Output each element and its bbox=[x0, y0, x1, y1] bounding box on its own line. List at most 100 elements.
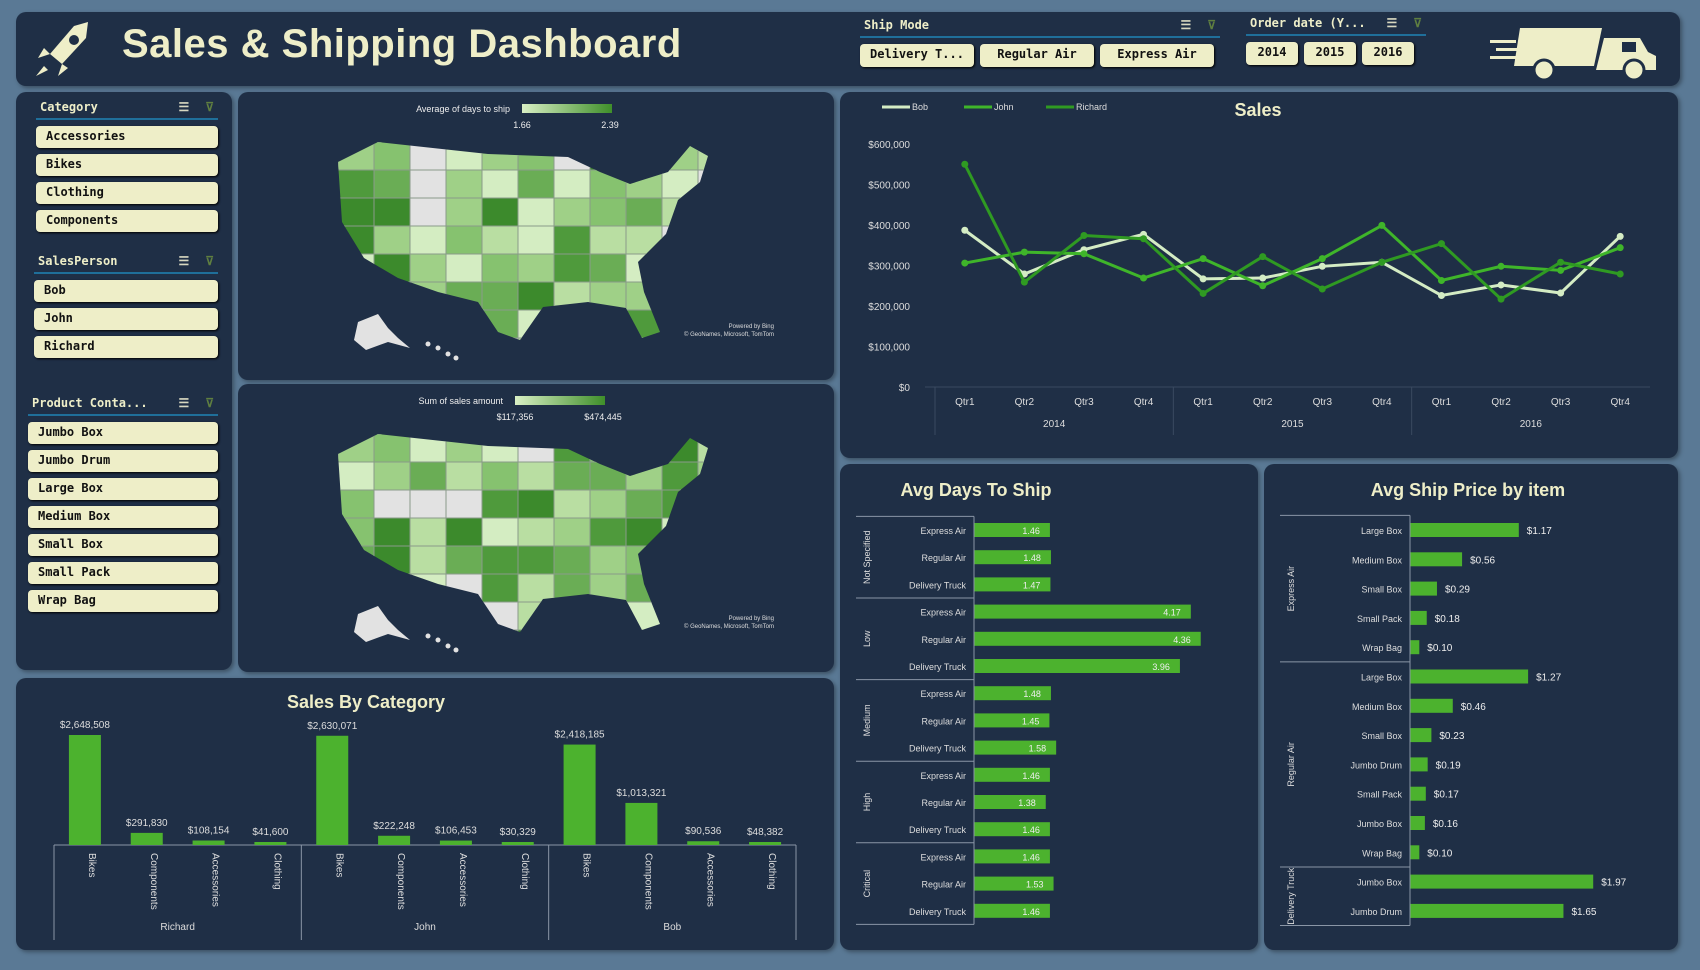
bar bbox=[1410, 610, 1427, 625]
x-tick-label: Qtr3 bbox=[1074, 397, 1094, 408]
product-container-option[interactable]: Jumbo Drum bbox=[28, 450, 218, 472]
state-region bbox=[409, 309, 447, 339]
state-region bbox=[517, 169, 555, 199]
product-container-option[interactable]: Small Pack bbox=[28, 562, 218, 584]
data-label: $0.18 bbox=[1435, 614, 1460, 625]
product-container-option[interactable]: Jumbo Box bbox=[28, 422, 218, 444]
bar bbox=[749, 842, 782, 845]
product-container-option[interactable]: Small Box bbox=[28, 534, 218, 556]
sales-person-option[interactable]: Bob bbox=[34, 280, 218, 302]
state-region bbox=[625, 601, 663, 631]
ship-mode-option[interactable]: Regular Air bbox=[980, 44, 1094, 67]
state-region bbox=[445, 169, 483, 199]
sales-person-option[interactable]: Richard bbox=[34, 336, 218, 358]
state-region bbox=[589, 309, 627, 339]
clear-filter-icon[interactable]: ⊽ bbox=[1413, 16, 1422, 30]
data-label: $2,418,185 bbox=[555, 730, 605, 741]
legend-color-scale bbox=[522, 104, 612, 113]
clear-filter-icon[interactable]: ⊽ bbox=[205, 396, 214, 410]
state-region bbox=[661, 337, 699, 340]
multi-select-icon[interactable]: ☰ bbox=[1180, 18, 1192, 32]
x-tick-label: Qtr1 bbox=[1432, 397, 1452, 408]
bar bbox=[974, 767, 1050, 782]
state-region bbox=[481, 489, 519, 519]
data-label: $1.17 bbox=[1527, 526, 1552, 537]
item-label: Jumbo Box bbox=[1357, 819, 1403, 829]
multi-select-icon[interactable]: ☰ bbox=[1386, 16, 1398, 30]
item-label: Express Air bbox=[920, 852, 966, 862]
map-attribution: © GeoNames, Microsoft, TomTom bbox=[684, 331, 774, 338]
state-region bbox=[445, 197, 483, 227]
group-label: Low bbox=[862, 630, 872, 647]
category-option[interactable]: Accessories bbox=[36, 126, 218, 148]
y-tick-label: $400,000 bbox=[868, 221, 910, 232]
salesperson-label: SalesPerson bbox=[38, 254, 118, 268]
bar bbox=[1410, 640, 1420, 655]
clear-filter-icon[interactable]: ⊽ bbox=[205, 254, 214, 268]
state-region bbox=[625, 629, 663, 632]
ship-mode-option[interactable]: Express Air bbox=[1100, 44, 1214, 67]
alaska-region bbox=[354, 314, 410, 350]
bar bbox=[1410, 845, 1420, 860]
clear-filter-icon[interactable]: ⊽ bbox=[205, 100, 214, 114]
product-container-option[interactable]: Large Box bbox=[28, 478, 218, 500]
order-date-option[interactable]: 2014 bbox=[1246, 42, 1298, 65]
bar bbox=[974, 795, 1046, 809]
data-point bbox=[1140, 235, 1148, 243]
chart-title: Avg Ship Price by item bbox=[1371, 480, 1565, 500]
data-label: 1.45 bbox=[1022, 716, 1040, 726]
category-option[interactable]: Bikes bbox=[36, 154, 218, 176]
legend-color-scale bbox=[515, 396, 605, 405]
bar bbox=[1410, 552, 1463, 567]
data-label: 4.17 bbox=[1163, 608, 1181, 618]
group-label: Medium bbox=[862, 704, 872, 736]
data-point bbox=[1020, 248, 1028, 256]
map-attribution: Powered by Bing bbox=[729, 616, 774, 622]
x-tick-label: Qtr2 bbox=[1253, 397, 1273, 408]
multi-select-icon[interactable]: ☰ bbox=[178, 100, 190, 114]
multi-select-icon[interactable]: ☰ bbox=[178, 254, 190, 268]
y-tick-label: $0 bbox=[899, 383, 911, 394]
sales-person-option[interactable]: John bbox=[34, 308, 218, 330]
state-region bbox=[445, 629, 483, 632]
legend-title: Sum of sales amount bbox=[418, 396, 503, 406]
clear-filter-icon[interactable]: ⊽ bbox=[1207, 18, 1216, 32]
hawaii-region bbox=[435, 345, 441, 351]
category-option[interactable]: Components bbox=[36, 210, 218, 232]
multi-select-icon[interactable]: ☰ bbox=[178, 396, 190, 410]
order-date-option[interactable]: 2015 bbox=[1304, 42, 1356, 65]
state-region bbox=[661, 573, 699, 603]
data-point bbox=[1080, 232, 1088, 240]
state-region bbox=[445, 545, 483, 575]
data-label: $106,453 bbox=[435, 826, 477, 837]
state-region bbox=[481, 309, 519, 339]
product-container-option[interactable]: Medium Box bbox=[28, 506, 218, 528]
state-region bbox=[553, 169, 591, 199]
item-label: Small Pack bbox=[1357, 790, 1403, 800]
state-region bbox=[445, 517, 483, 547]
state-region bbox=[697, 169, 708, 199]
item-label: Delivery Truck bbox=[909, 744, 967, 754]
state-region bbox=[661, 169, 699, 199]
bar bbox=[625, 802, 658, 845]
data-label: 1.53 bbox=[1026, 880, 1044, 890]
bar bbox=[1410, 698, 1453, 713]
data-label: 1.58 bbox=[1029, 744, 1047, 754]
state-region bbox=[625, 545, 663, 575]
product-container-option[interactable]: Wrap Bag bbox=[28, 590, 218, 612]
data-point bbox=[1199, 289, 1207, 297]
data-point bbox=[1259, 253, 1267, 261]
state-region bbox=[517, 517, 555, 547]
state-region bbox=[481, 281, 519, 311]
category-option[interactable]: Clothing bbox=[36, 182, 218, 204]
legend-max: 2.39 bbox=[601, 120, 619, 130]
data-label: $291,830 bbox=[126, 818, 168, 829]
category-label: Bikes bbox=[86, 853, 97, 877]
item-label: Large Box bbox=[1361, 673, 1403, 683]
state-region bbox=[589, 573, 627, 603]
data-label: 1.47 bbox=[1023, 580, 1041, 590]
salesperson-slicer: SalesPerson ☰ ⊽ Bob John Richard bbox=[34, 254, 218, 358]
order-date-option[interactable]: 2016 bbox=[1362, 42, 1414, 65]
ship-mode-option[interactable]: Delivery T... bbox=[860, 44, 974, 67]
item-label: Large Box bbox=[1361, 526, 1403, 536]
